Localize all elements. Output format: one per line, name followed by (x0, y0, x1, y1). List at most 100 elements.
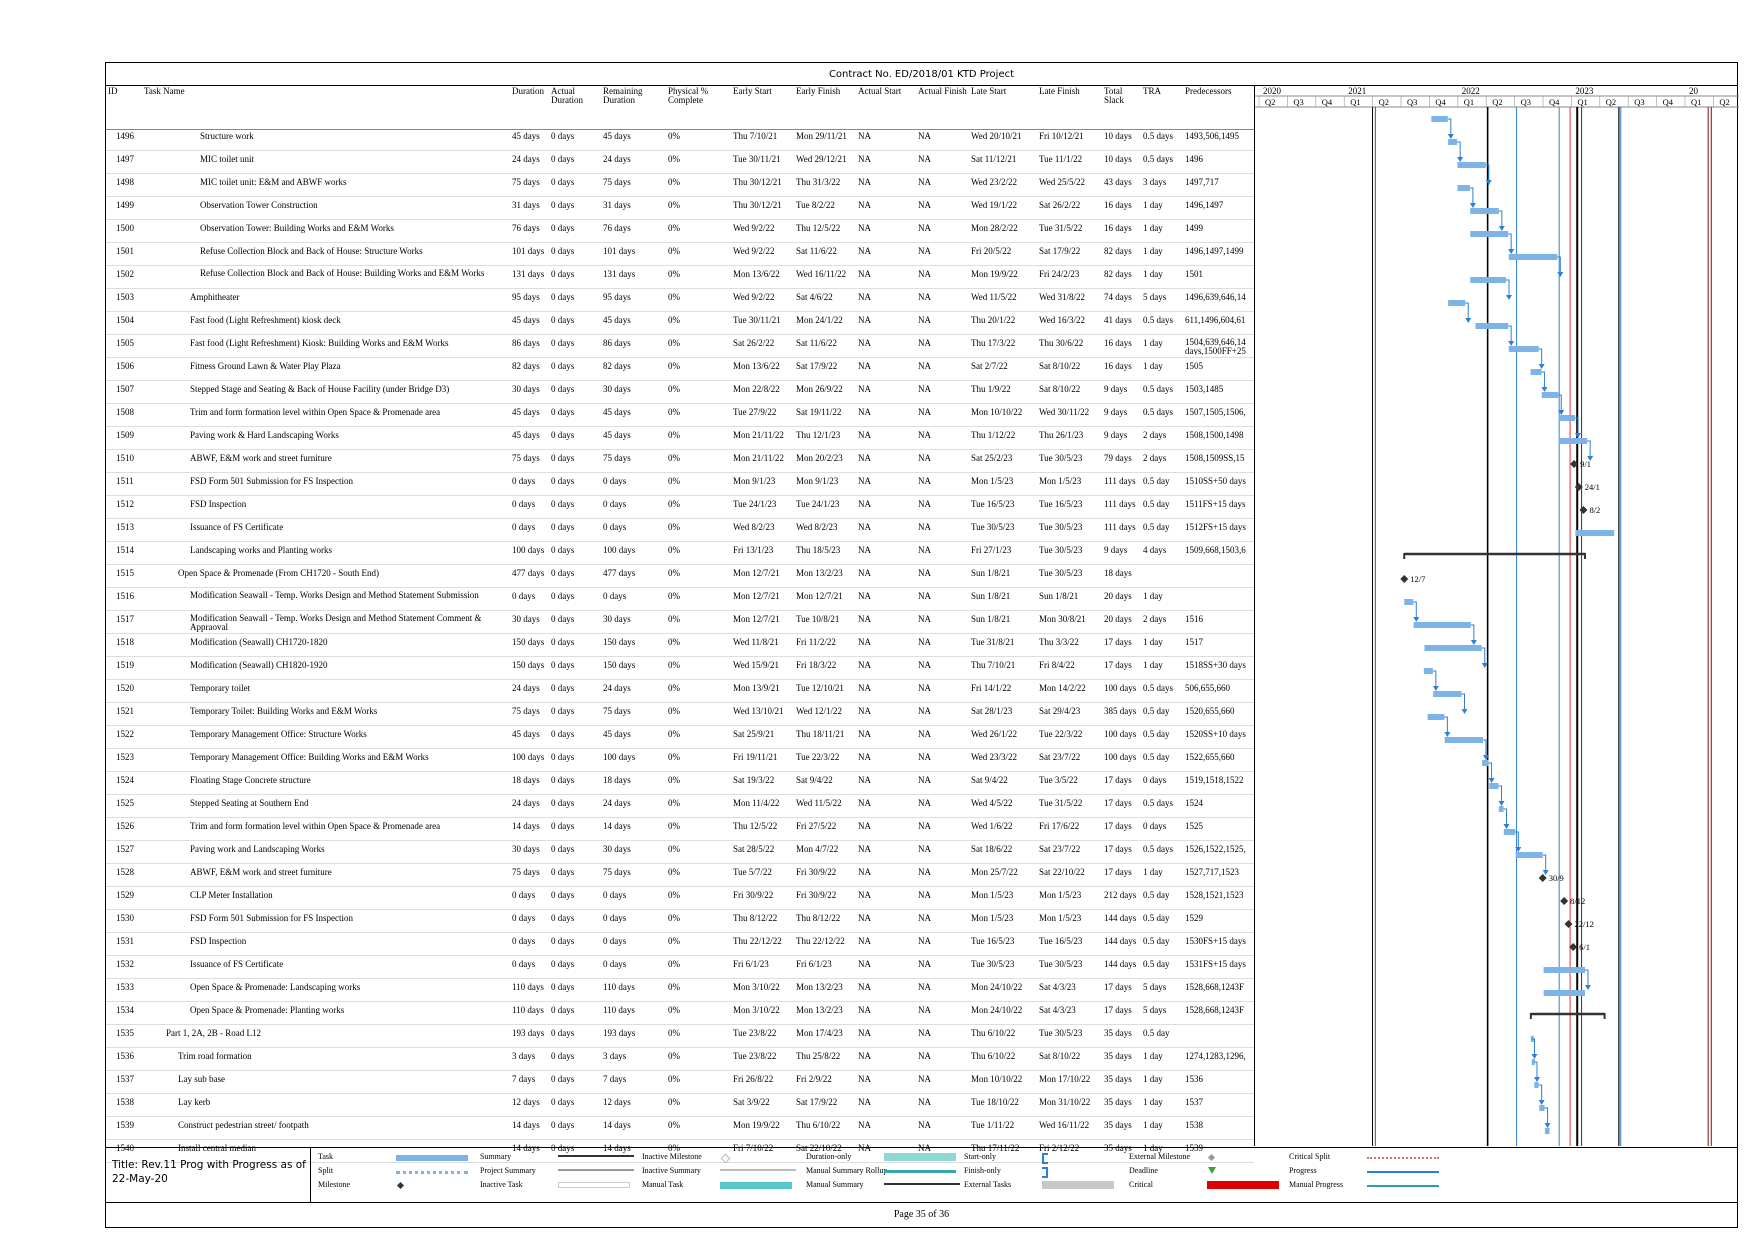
actual-duration-cell: 0 days (551, 338, 575, 348)
col-header-early-finish[interactable]: Early Finish (796, 86, 841, 96)
table-row[interactable]: 1528 ABWF, E&M work and street furniture 7… (106, 864, 1254, 887)
task-name: Modification Seawall - Temp. Works Desig… (190, 590, 479, 600)
late-finish-cell: Sat 22/10/22 (1039, 867, 1085, 877)
total-slack-cell: 111 days (1104, 499, 1136, 509)
table-row[interactable]: 1524 Floating Stage Concrete structure 18 … (106, 772, 1254, 795)
table-row[interactable]: 1526 Trim and form formation level within… (106, 818, 1254, 841)
early-finish-cell: Tue 8/2/22 (796, 200, 835, 210)
col-header-task-name[interactable]: Task Name (144, 86, 185, 96)
table-row[interactable]: 1529 CLP Meter Installation 0 days 0 days 0 … (106, 887, 1254, 910)
col-header-early-start[interactable]: Early Start (733, 86, 772, 96)
col-header-predecessors[interactable]: Predecessors (1185, 86, 1232, 96)
row-divider (106, 564, 1254, 565)
table-row[interactable]: 1520 Temporary toilet 24 days 0 days 24 days… (106, 680, 1254, 703)
table-row[interactable]: 1510 ABWF, E&M work and street furniture 7… (106, 450, 1254, 473)
task-bar (1427, 714, 1445, 720)
actual-finish-cell: NA (918, 913, 931, 923)
task-id: 1507 (116, 384, 134, 394)
late-start-cell: Mon 24/10/22 (971, 1005, 1023, 1015)
table-row[interactable]: 1505 Fast food (Light Refreshment) Kiosk:… (106, 335, 1254, 358)
table-row[interactable]: 1500 Observation Tower: Building Works an… (106, 220, 1254, 243)
remaining-duration-cell: 24 days (603, 154, 631, 164)
table-row[interactable]: 1519 Modification (Seawall) CH1820-1920 15… (106, 657, 1254, 680)
table-row[interactable]: 1534 Open Space & Promenade: Planting wor… (106, 1002, 1254, 1025)
dependency-arrowhead (1531, 1054, 1538, 1059)
predecessors-cell: 1516 (1185, 614, 1203, 624)
col-header-actual-duration[interactable]: Actual Duration (551, 86, 583, 105)
physical-complete-cell: 0% (668, 200, 680, 210)
col-header-duration[interactable]: Duration (512, 86, 544, 96)
table-row[interactable]: 1497 MIC toilet unit 24 days 0 days 24 days 0… (106, 151, 1254, 174)
task-id: 1535 (116, 1028, 134, 1038)
legend-swatch-msrollup (884, 1170, 956, 1173)
predecessors-cell: 1274,1283,1296, (1185, 1051, 1246, 1061)
table-row[interactable]: 1508 Trim and form formation level within… (106, 404, 1254, 427)
table-row[interactable]: 1512 FSD Inspection 0 days 0 days 0 days 0% Tu… (106, 496, 1254, 519)
remaining-duration-cell: 0 days (603, 913, 627, 923)
table-row[interactable]: 1504 Fast food (Light Refreshment) kiosk … (106, 312, 1254, 335)
table-row[interactable]: 1498 MIC toilet unit: E&M and ABWF works 7… (106, 174, 1254, 197)
table-row[interactable]: 1537 Lay sub base 7 days 0 days 7 days 0% Fri … (106, 1071, 1254, 1094)
actual-start-cell: NA (858, 522, 871, 532)
col-header-total-slack[interactable]: Total Slack (1104, 86, 1124, 105)
table-row[interactable]: 1513 Issuance of FS Certificate 0 days 0 da… (106, 519, 1254, 542)
late-finish-cell: Wed 31/8/22 (1039, 292, 1086, 302)
table-row[interactable]: 1516 Modification Seawall - Temp. Works D… (106, 588, 1254, 611)
physical-complete-cell: 0% (668, 844, 680, 854)
physical-complete-cell: 0% (668, 338, 680, 348)
table-row[interactable]: 1531 FSD Inspection 0 days 0 days 0 days 0% Th… (106, 933, 1254, 956)
actual-duration-cell: 0 days (551, 1097, 575, 1107)
remaining-duration-cell: 76 days (603, 223, 631, 233)
table-row[interactable]: 1538 Lay kerb 12 days 0 days 12 days 0% Sat 3/… (106, 1094, 1254, 1117)
table-row[interactable]: 1506 Fitness Ground Lawn & Water Play Pla… (106, 358, 1254, 381)
col-header-actual-start[interactable]: Actual Start (858, 86, 902, 96)
task-id: 1511 (116, 476, 134, 486)
col-header-tra[interactable]: TRA (1143, 86, 1161, 96)
table-row[interactable]: 1540 Install central median 14 days 0 days 1… (106, 1140, 1254, 1163)
duration-cell: 0 days (512, 591, 536, 601)
table-row[interactable]: 1511 FSD Form 501 Submission for FS Inspe… (106, 473, 1254, 496)
col-header-remaining-duration[interactable]: Remaining Duration (603, 86, 643, 105)
dependency-link (1444, 716, 1448, 734)
tra-cell: 0.5 day (1143, 706, 1170, 716)
actual-duration-cell: 0 days (551, 729, 575, 739)
col-header-late-start[interactable]: Late Start (971, 86, 1007, 96)
row-divider (106, 334, 1254, 335)
table-row[interactable]: 1522 Temporary Management Office: Structu… (106, 726, 1254, 749)
actual-start-cell: NA (858, 407, 871, 417)
table-row[interactable]: 1499 Observation Tower Construction 31 day… (106, 197, 1254, 220)
table-row[interactable]: 1509 Paving work & Hard Landscaping Works… (106, 427, 1254, 450)
table-row[interactable]: 1527 Paving work and Landscaping Works 30 … (106, 841, 1254, 864)
table-row[interactable]: 1514 Landscaping works and Planting works… (106, 542, 1254, 565)
late-finish-cell: Sat 8/10/22 (1039, 384, 1081, 394)
actual-start-cell: NA (858, 775, 871, 785)
table-row[interactable]: 1525 Stepped Seating at Southern End 24 da… (106, 795, 1254, 818)
table-row[interactable]: 1517 Modification Seawall - Temp. Works D… (106, 611, 1254, 634)
table-row[interactable]: 1539 Construct pedestrian street/ footpat… (106, 1117, 1254, 1140)
late-finish-cell: Fri 24/2/23 (1039, 269, 1080, 279)
table-row[interactable]: 1496 Structure work 45 days 0 days 45 days 0%… (106, 128, 1254, 151)
predecessors-cell: 506,655,660 (1185, 683, 1230, 693)
table-row[interactable]: 1507 Stepped Stage and Seating & Back of … (106, 381, 1254, 404)
col-header-id[interactable]: ID (108, 86, 118, 96)
table-row[interactable]: 1521 Temporary Toilet: Building Works and… (106, 703, 1254, 726)
table-row[interactable]: 1532 Issuance of FS Certificate 0 days 0 da… (106, 956, 1254, 979)
col-header-late-finish[interactable]: Late Finish (1039, 86, 1080, 96)
task-id: 1506 (116, 361, 134, 371)
table-row[interactable]: 1502 Refuse Collection Block and Back of … (106, 266, 1254, 289)
table-row[interactable]: 1523 Temporary Management Office: Buildin… (106, 749, 1254, 772)
table-row[interactable]: 1533 Open Space & Promenade: Landscaping … (106, 979, 1254, 1002)
early-finish-cell: Mon 13/2/23 (796, 1005, 843, 1015)
table-row[interactable]: 1503 Amphitheater 95 days 0 days 95 days 0% We… (106, 289, 1254, 312)
quarter-label: Q2 (1606, 97, 1616, 107)
table-row[interactable]: 1535 Part 1, 2A, 2B - Road L12 193 days 0 d… (106, 1025, 1254, 1048)
early-finish-cell: Wed 8/2/23 (796, 522, 838, 532)
actual-duration-cell: 0 days (551, 775, 575, 785)
table-row[interactable]: 1515 Open Space & Promenade (From CH1720 … (106, 565, 1254, 588)
table-row[interactable]: 1536 Trim road formation 3 days 0 days 3 day… (106, 1048, 1254, 1071)
table-row[interactable]: 1530 FSD Form 501 Submission for FS Inspe… (106, 910, 1254, 933)
table-row[interactable]: 1501 Refuse Collection Block and Back of … (106, 243, 1254, 266)
col-header-physical-complete[interactable]: Physical % Complete (668, 86, 709, 105)
table-row[interactable]: 1518 Modification (Seawall) CH1720-1820 15… (106, 634, 1254, 657)
col-header-actual-finish[interactable]: Actual Finish (918, 86, 967, 96)
